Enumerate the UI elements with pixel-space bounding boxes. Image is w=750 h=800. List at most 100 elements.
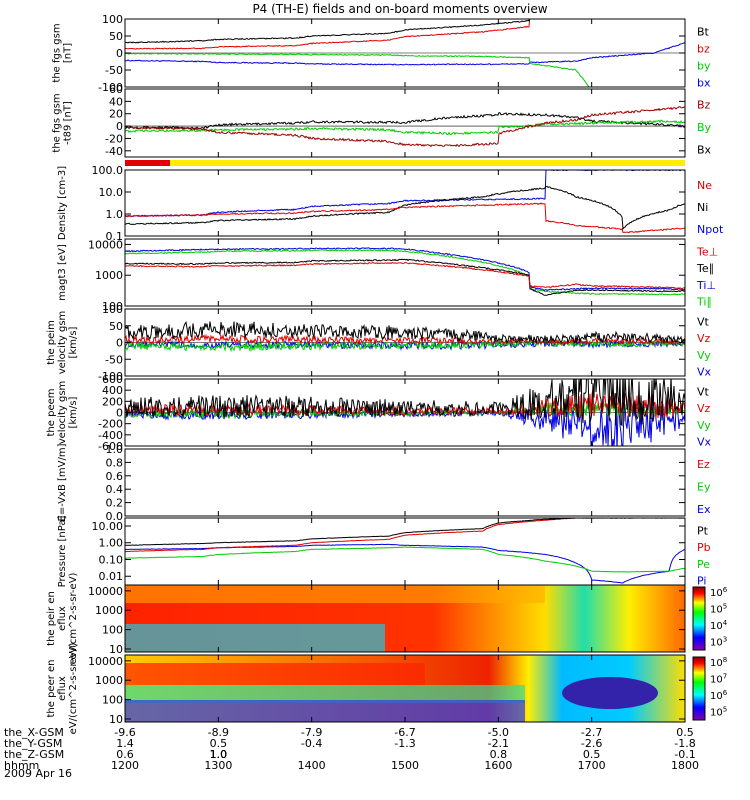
footer-value: -2.7 (581, 726, 602, 739)
status-strip-red (125, 160, 170, 166)
y-tick-label: 0.01 (99, 570, 124, 583)
colorbar (692, 586, 706, 651)
colorbar-tick-label: 108 (710, 656, 727, 669)
series-line-Ne (125, 202, 685, 234)
y-tick-label: 100 (102, 13, 123, 26)
series-group (125, 379, 685, 446)
series-line-Te∥ (125, 258, 685, 296)
y-tick-label: 50 (109, 30, 123, 43)
panel-p3: 100.0 10.0 1.0 0.1 Density [cm-3] Ne Ni Npot (57, 164, 724, 243)
footer-value: 0.5 (583, 748, 601, 761)
legend-entry-Ez: Ez (697, 458, 710, 471)
footer-value: 1.4 (116, 737, 134, 750)
y-tick-label: 0.6 (106, 470, 124, 483)
y-tick-label: 0 (116, 120, 123, 133)
footer-value: 1400 (298, 759, 326, 772)
heatmap-low-energy-band (125, 624, 385, 652)
y-axis-label: Pressure [nPa] (57, 516, 68, 588)
legend-entry-Bz: Bz (697, 98, 711, 111)
legend-entry-Pe: Pe (697, 558, 710, 571)
y-tick-label: 10000 (88, 238, 123, 251)
series-group (125, 247, 685, 296)
series-line-Ni (125, 185, 685, 230)
panel-p10: 108 107 106 105 10000 1000 100 10 the peer enefl… (46, 642, 728, 734)
legend-entry-bx: bx (697, 77, 711, 90)
panel-p4: 10000 1000 100 magt3 [eV] Te⊥ Te∥ Ti⊥ Ti∥ (57, 238, 718, 313)
legend-entry-Ne: Ne (697, 179, 712, 192)
footer-value: -8.9 (208, 726, 229, 739)
y-tick-label: 1000 (95, 674, 123, 687)
series-line-Bz (125, 106, 685, 148)
y-tick-label: 10.00 (92, 520, 124, 533)
legend-entry-Bt: Bt (697, 26, 710, 39)
footer-value: -5.0 (488, 726, 509, 739)
series-line-Bx (125, 112, 685, 130)
y-tick-label: 0.0 (106, 510, 124, 523)
page-title: P4 (TH-E) fields and on-board moments ov… (252, 2, 547, 16)
footer-value: 0.5 (210, 737, 228, 750)
legend-entry-Ti⊥: Ti⊥ (696, 279, 716, 292)
series-group (125, 321, 685, 353)
legend-entry-Vz: Vz (697, 402, 711, 415)
series-line-Vt (125, 379, 685, 427)
y-axis-label: the peimvelocity gsm[km/s] (46, 311, 79, 375)
legend-entry-Pi: Pi (697, 575, 706, 588)
footer-value: -7.9 (301, 726, 322, 739)
footer-value: -9.6 (114, 726, 135, 739)
y-tick-label: -100 (98, 81, 123, 94)
y-tick-label: 1.0 (106, 443, 124, 456)
footer-value: 0.8 (490, 748, 508, 761)
footer-value: 0.6 (116, 748, 134, 761)
series-line-Bt (125, 19, 530, 44)
footer-row-label: the_Y-GSM (4, 737, 62, 750)
footer-value: -1.3 (394, 737, 415, 750)
legend-entry-bz: bz (697, 43, 710, 56)
series-line-Vz (125, 333, 685, 346)
colorbar-tick-label: 105 (710, 603, 727, 616)
y-tick-label: 100 (102, 694, 123, 707)
panel-frame (124, 448, 686, 517)
series-line-by (125, 52, 590, 87)
colorbar-tick-label: 107 (710, 673, 727, 686)
series-line-bz (125, 19, 531, 50)
y-axis-label: the fgs gsm-t89 [nT] (52, 93, 74, 152)
footer-value: -1.8 (674, 737, 695, 750)
heatmap-mid-band (125, 685, 525, 703)
series-line-Te⊥ (125, 261, 685, 290)
footer-value: 1800 (671, 759, 699, 772)
panel-p8: 10.00 1.00 0.10 0.01 Pressure [nPa] Pt Pb Pe Pi (57, 516, 711, 588)
series-group (125, 19, 685, 87)
series-line-Pt (125, 518, 685, 546)
y-tick-label: 1.0 (106, 208, 124, 221)
panel-p5: 100 50 0 -50 -100 the peimvelocity gsm[km/s] V… (46, 303, 712, 383)
footer-row-label: the_X-GSM (4, 726, 64, 739)
y-tick-label: 0.8 (106, 456, 124, 469)
footer-value: 1.0 (210, 748, 228, 761)
y-tick-label: -40 (105, 145, 123, 158)
series-line-Vy (125, 338, 685, 353)
heatmap-high-energy-band (125, 585, 545, 603)
y-tick-label: 0 (116, 407, 123, 420)
y-tick-label: -20 (105, 132, 123, 145)
series-line-Ti∥ (125, 249, 685, 296)
legend-entry-Vz: Vz (697, 332, 711, 345)
y-tick-label: 100 (102, 300, 123, 313)
y-axis-label: the fgs gsm[nT] (52, 23, 74, 82)
y-axis-label: the peemvelocity gsm[km/s] (46, 381, 79, 445)
y-tick-label: 100 (102, 624, 123, 637)
series-line-Npot (125, 170, 685, 218)
series-line-Pe (125, 546, 685, 573)
heatmap-low-band (125, 700, 525, 722)
y-tick-label: 0 (116, 47, 123, 60)
y-tick-label: 0.2 (106, 497, 124, 510)
legend-entry-Vt: Vt (697, 315, 710, 328)
y-tick-label: 0 (116, 337, 123, 350)
y-tick-label: -50 (105, 64, 123, 77)
y-tick-label: 1000 (95, 269, 123, 282)
y-tick-label: 20 (109, 108, 123, 121)
footer-row-label: hhmm (4, 759, 39, 772)
